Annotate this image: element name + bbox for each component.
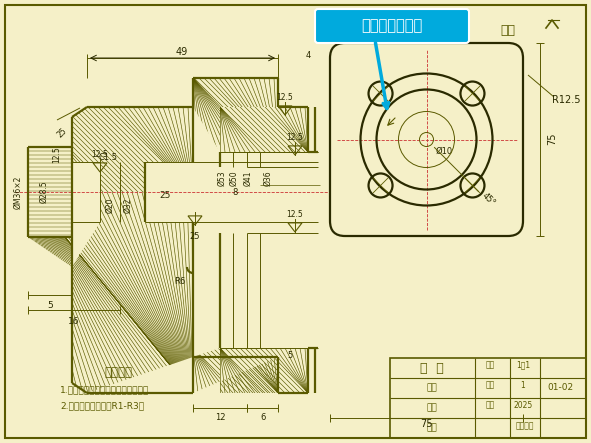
- Polygon shape: [193, 78, 278, 152]
- Text: 12.5: 12.5: [287, 133, 303, 142]
- Text: 12.5: 12.5: [277, 93, 293, 102]
- Text: Ø50: Ø50: [229, 170, 239, 186]
- Polygon shape: [220, 107, 308, 152]
- Text: 件数: 件数: [485, 381, 495, 389]
- Text: 01-02: 01-02: [547, 384, 573, 392]
- FancyBboxPatch shape: [315, 9, 469, 43]
- Text: 审核: 审核: [427, 424, 437, 432]
- Text: Ø20: Ø20: [106, 197, 115, 213]
- Text: 45°: 45°: [480, 191, 497, 208]
- Polygon shape: [28, 107, 193, 192]
- Text: 12: 12: [215, 413, 225, 423]
- Text: Ø41: Ø41: [243, 170, 252, 186]
- Text: 描图: 描图: [427, 404, 437, 412]
- Text: 4-Ø14: 4-Ø14: [382, 93, 412, 103]
- Text: 比例: 比例: [485, 361, 495, 369]
- Text: 12.5: 12.5: [92, 150, 108, 159]
- Text: 外形和均布结构: 外形和均布结构: [361, 19, 423, 34]
- Text: 8: 8: [232, 187, 238, 197]
- Text: 1.铸件应经时效处理，消除内应力。: 1.铸件应经时效处理，消除内应力。: [60, 385, 150, 395]
- Text: 12.5: 12.5: [53, 147, 61, 163]
- Text: 1: 1: [521, 381, 525, 389]
- Text: 16: 16: [68, 316, 80, 326]
- Text: Ø32: Ø32: [124, 197, 132, 213]
- Text: 6: 6: [260, 413, 266, 423]
- Polygon shape: [220, 348, 308, 393]
- Text: 25: 25: [56, 126, 69, 140]
- Text: 25: 25: [190, 232, 200, 241]
- Text: Ø36: Ø36: [264, 170, 272, 186]
- Text: 75: 75: [547, 133, 557, 145]
- Text: 1：1: 1：1: [516, 361, 530, 369]
- Text: R12.5: R12.5: [552, 95, 580, 105]
- Polygon shape: [28, 192, 193, 393]
- Text: Ø10: Ø10: [436, 147, 453, 156]
- Text: 重量: 重量: [485, 400, 495, 409]
- Text: 2.未注明铸造圆角为R1-R3。: 2.未注明铸造圆角为R1-R3。: [60, 401, 144, 411]
- Text: Ø28.5: Ø28.5: [40, 181, 48, 203]
- Text: 通孔: 通孔: [391, 103, 403, 113]
- FancyBboxPatch shape: [330, 43, 523, 236]
- Text: ØM36×2: ØM36×2: [14, 175, 22, 209]
- Text: 5: 5: [47, 302, 53, 311]
- Text: R6: R6: [174, 277, 186, 287]
- Text: （厂名）: （厂名）: [516, 421, 534, 431]
- Text: 其余: 其余: [501, 23, 515, 36]
- Text: 49: 49: [176, 47, 188, 57]
- Text: 12.5: 12.5: [287, 210, 303, 219]
- Text: 75: 75: [420, 419, 432, 429]
- Text: 阀  盖: 阀 盖: [420, 361, 444, 374]
- Text: 制图: 制图: [427, 384, 437, 392]
- Text: Ø53: Ø53: [217, 170, 226, 186]
- Text: C1.5: C1.5: [99, 152, 118, 162]
- Text: 25: 25: [160, 190, 171, 199]
- Text: 技术要求: 技术要求: [104, 365, 132, 378]
- Polygon shape: [193, 348, 278, 393]
- Text: 2025: 2025: [514, 400, 532, 409]
- Text: 5: 5: [287, 350, 293, 360]
- Text: 4: 4: [306, 51, 311, 59]
